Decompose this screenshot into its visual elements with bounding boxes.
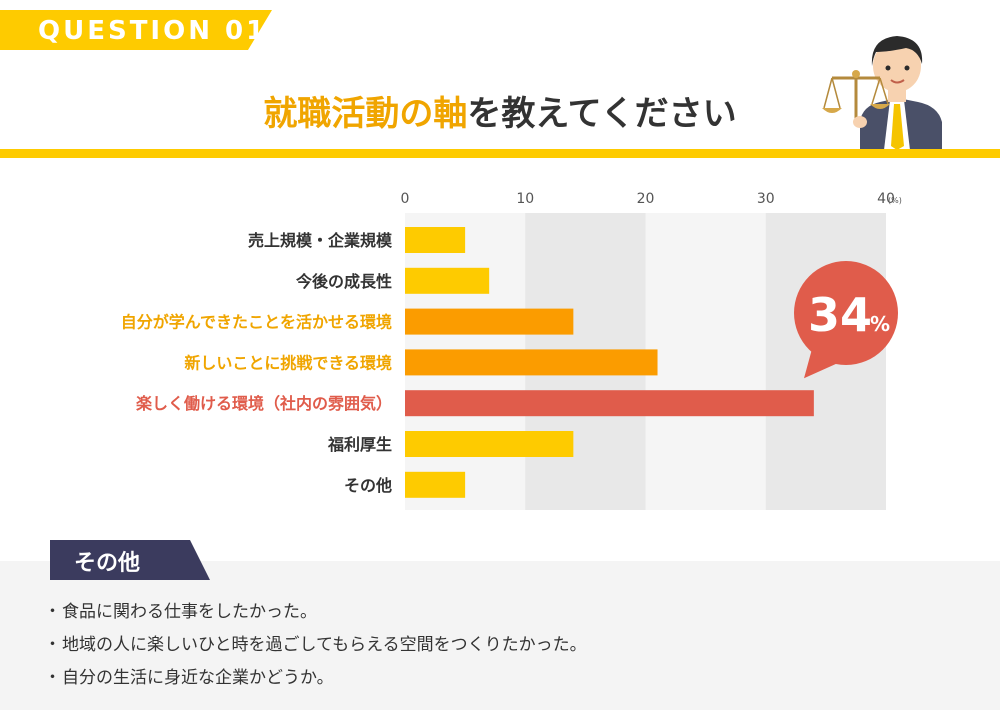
callout-unit: % <box>870 312 890 336</box>
note-item-text: 自分の生活に身近な企業かどうか。 <box>62 668 334 688</box>
businessman-with-scales-icon <box>822 36 942 150</box>
chart-canvas: 0 10 20 30 40(%) 売上規模・企業規模今後の成長性自分が学んできたことを活か… <box>121 191 902 510</box>
note-item-text: 地域の人に楽しいひと時を過ごしてもらえる空間をつくりたかった。 <box>62 635 587 655</box>
header-rule <box>0 149 1000 158</box>
note-list: ・食品に関わる仕事をしたかった。 ・地域の人に楽しいひと時を過ごしてもらえる空間… <box>44 596 587 695</box>
note-tag-label: その他 <box>74 551 141 576</box>
note-item: ・地域の人に楽しいひと時を過ごしてもらえる空間をつくりたかった。 <box>44 629 587 662</box>
callout-pointer <box>804 349 838 379</box>
bar <box>405 227 466 253</box>
header: QUESTION 01 就職活動の軸を教えてください <box>0 0 1000 158</box>
bullet-icon: ・ <box>44 602 61 622</box>
callout-bubble <box>794 261 898 365</box>
bar-chart: 0 10 20 30 40 (%) 売上規模・企業規模今後の成長性自分が学んできたことを活か… <box>0 160 1000 540</box>
category-label: 今後の成長性 <box>295 272 392 291</box>
x-tick-label: 10 <box>516 191 534 207</box>
category-label: 売上規模・企業規模 <box>248 231 393 250</box>
note-item-text: 食品に関わる仕事をしたかった。 <box>62 602 317 622</box>
note-item: ・食品に関わる仕事をしたかった。 <box>44 596 587 629</box>
category-label: その他 <box>344 476 392 495</box>
question-badge-background <box>0 10 272 50</box>
x-unit-label: (%) <box>888 196 902 205</box>
note-item: ・自分の生活に身近な企業かどうか。 <box>44 662 587 695</box>
category-label: 楽しく働ける環境（社内の雰囲気） <box>135 394 392 413</box>
x-tick-label: 40 <box>877 191 895 207</box>
page-title: 就職活動の軸を教えてください <box>0 86 1000 135</box>
bar <box>405 390 814 417</box>
title-rest: を教えてください <box>467 94 737 134</box>
bar <box>405 431 574 457</box>
callout-value: 34 <box>808 288 872 342</box>
x-tick-label: 0 <box>401 191 410 207</box>
title-highlight: 就職活動の軸 <box>263 94 468 134</box>
bar <box>405 267 490 294</box>
x-tick-label: 20 <box>637 191 655 207</box>
bullet-icon: ・ <box>44 635 61 655</box>
x-tick-label: 30 <box>757 191 775 207</box>
category-label: 新しいことに挑戦できる環境 <box>184 353 392 372</box>
note-tag-background <box>50 540 210 580</box>
category-label: 自分が学んできたことを活かせる環境 <box>121 313 392 332</box>
bullet-icon: ・ <box>44 668 61 688</box>
bar <box>405 349 658 376</box>
note-panel <box>0 561 1000 710</box>
bar <box>405 308 574 335</box>
question-badge: QUESTION 01 <box>0 10 272 50</box>
bar <box>405 471 466 498</box>
category-label: 福利厚生 <box>327 435 392 454</box>
question-label: QUESTION 01 <box>38 16 268 46</box>
